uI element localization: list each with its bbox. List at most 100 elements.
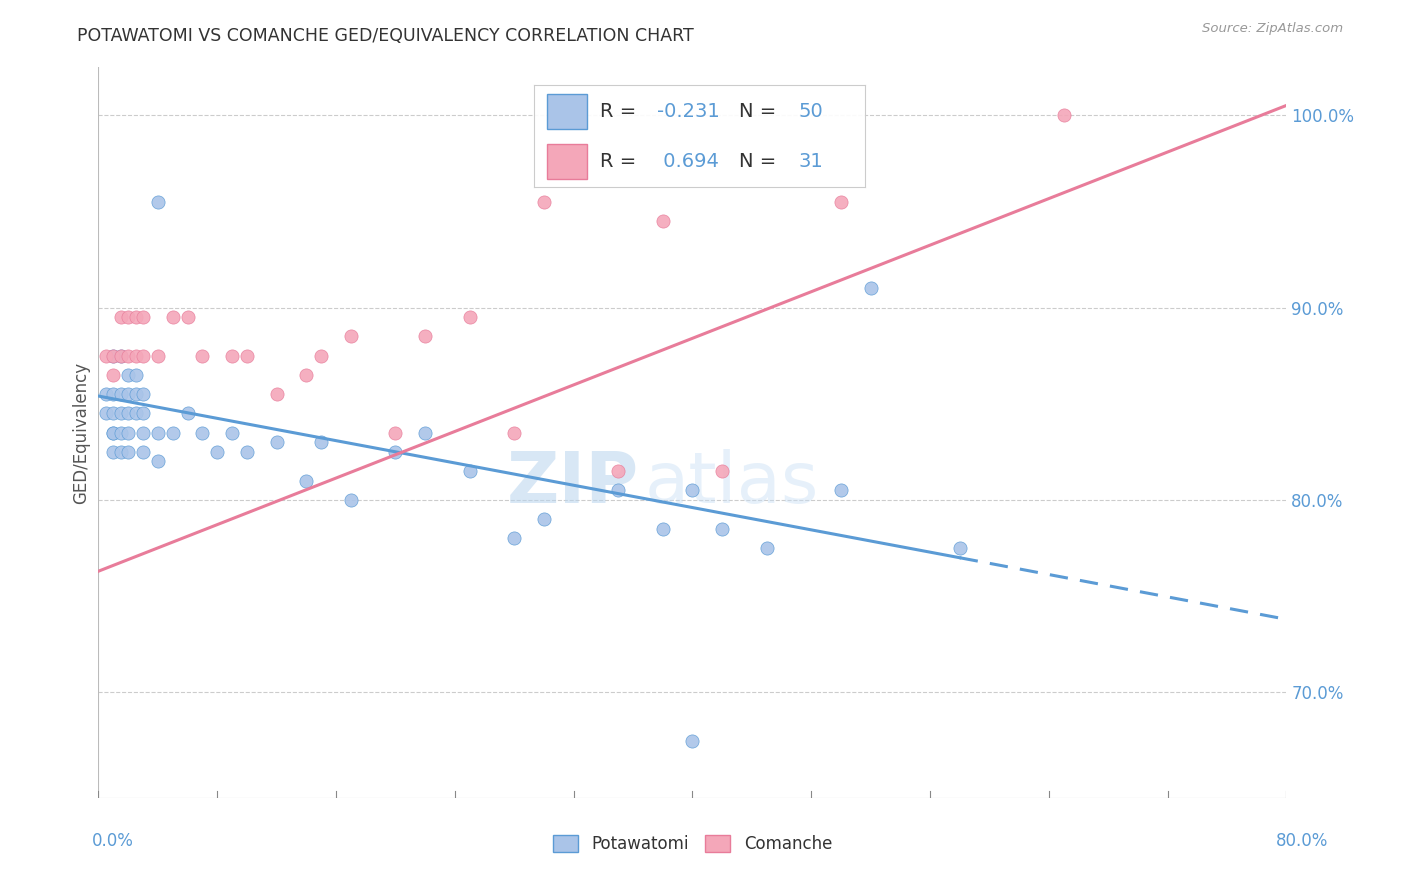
FancyBboxPatch shape: [547, 145, 588, 179]
Point: [607, 483, 630, 498]
Point: [117, 310, 139, 325]
Point: [176, 310, 198, 325]
Point: [340, 329, 363, 343]
Point: [110, 445, 132, 459]
Point: [124, 310, 146, 325]
Text: Source: ZipAtlas.com: Source: ZipAtlas.com: [1202, 22, 1343, 36]
FancyBboxPatch shape: [547, 94, 588, 128]
Point: [162, 425, 184, 440]
Point: [110, 406, 132, 420]
Point: [755, 541, 778, 555]
Point: [146, 194, 169, 209]
Point: [413, 329, 436, 343]
Point: [110, 310, 132, 325]
Point: [162, 310, 184, 325]
Point: [124, 368, 146, 382]
Point: [94, 349, 117, 363]
Point: [146, 454, 169, 468]
Point: [533, 512, 555, 526]
Point: [266, 435, 288, 450]
Point: [103, 349, 125, 363]
Point: [236, 445, 259, 459]
Text: atlas: atlas: [645, 450, 820, 518]
Point: [103, 406, 125, 420]
Point: [110, 349, 132, 363]
Point: [103, 387, 125, 401]
Point: [103, 349, 125, 363]
Point: [132, 406, 155, 420]
Text: 50: 50: [799, 102, 824, 121]
Text: -0.231: -0.231: [657, 102, 720, 121]
Point: [295, 368, 318, 382]
Point: [94, 387, 117, 401]
Point: [221, 349, 243, 363]
Point: [236, 349, 259, 363]
Point: [340, 493, 363, 508]
Point: [103, 425, 125, 440]
Point: [103, 425, 125, 440]
Point: [384, 425, 406, 440]
Point: [110, 349, 132, 363]
Point: [110, 387, 132, 401]
Point: [146, 425, 169, 440]
Point: [295, 474, 318, 488]
Text: 0.0%: 0.0%: [91, 831, 134, 849]
Point: [124, 387, 146, 401]
Point: [1053, 108, 1076, 122]
Point: [117, 406, 139, 420]
Point: [830, 483, 852, 498]
Point: [503, 425, 526, 440]
Point: [205, 445, 228, 459]
Point: [132, 387, 155, 401]
Text: POTAWATOMI VS COMANCHE GED/EQUIVALENCY CORRELATION CHART: POTAWATOMI VS COMANCHE GED/EQUIVALENCY C…: [77, 27, 695, 45]
Point: [132, 425, 155, 440]
Text: ZIP: ZIP: [506, 450, 638, 518]
Point: [681, 733, 703, 747]
Point: [413, 425, 436, 440]
Text: R =: R =: [600, 153, 643, 171]
Point: [309, 349, 332, 363]
Point: [711, 464, 734, 478]
Point: [309, 435, 332, 450]
Legend: Potawatomi, Comanche: Potawatomi, Comanche: [546, 828, 839, 860]
Point: [503, 532, 526, 546]
Point: [146, 349, 169, 363]
Point: [103, 368, 125, 382]
Point: [681, 483, 703, 498]
Text: 0.694: 0.694: [657, 153, 718, 171]
Point: [221, 425, 243, 440]
Point: [711, 522, 734, 536]
Point: [176, 406, 198, 420]
Point: [458, 310, 481, 325]
Point: [607, 464, 630, 478]
Point: [859, 281, 882, 295]
Point: [266, 387, 288, 401]
Point: [117, 349, 139, 363]
Y-axis label: GED/Equivalency: GED/Equivalency: [72, 361, 90, 504]
Point: [103, 445, 125, 459]
Point: [458, 464, 481, 478]
Text: R =: R =: [600, 102, 643, 121]
Point: [949, 541, 972, 555]
Text: N =: N =: [740, 102, 783, 121]
Point: [533, 194, 555, 209]
Point: [124, 349, 146, 363]
Point: [94, 406, 117, 420]
Point: [117, 368, 139, 382]
Text: N =: N =: [740, 153, 783, 171]
Point: [191, 425, 214, 440]
Point: [117, 445, 139, 459]
Point: [651, 214, 673, 228]
Point: [132, 310, 155, 325]
Point: [124, 406, 146, 420]
Point: [117, 387, 139, 401]
Point: [132, 349, 155, 363]
Point: [110, 425, 132, 440]
Point: [830, 194, 852, 209]
Point: [117, 425, 139, 440]
Point: [191, 349, 214, 363]
Text: 31: 31: [799, 153, 824, 171]
Point: [384, 445, 406, 459]
Point: [132, 445, 155, 459]
Point: [651, 522, 673, 536]
